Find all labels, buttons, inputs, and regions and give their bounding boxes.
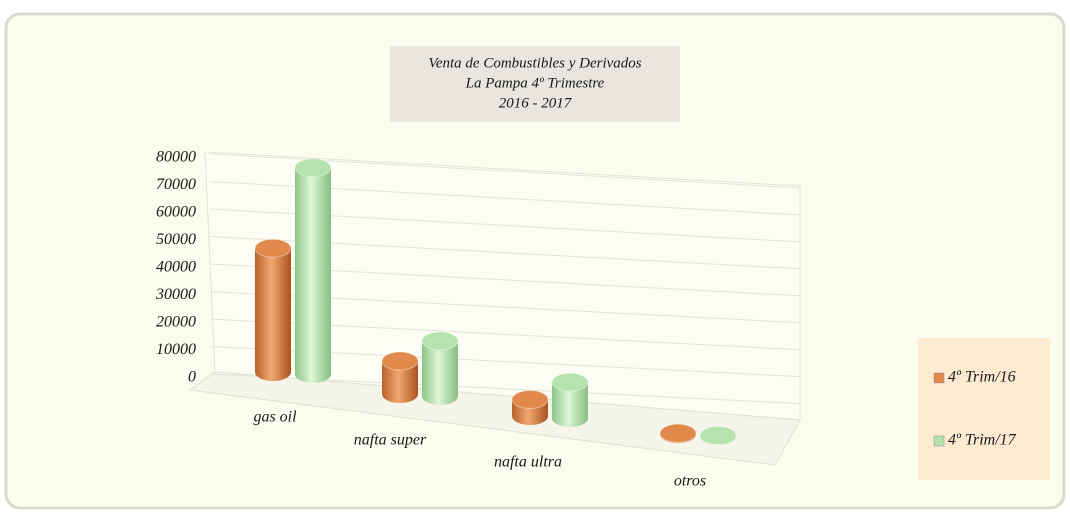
x-tick-label: gas oil [253, 409, 297, 426]
legend-swatch [933, 435, 945, 447]
y-tick-label: 60000 [156, 204, 196, 221]
legend-label: 4º Trim/17 [948, 432, 1017, 449]
legend-label: 4º Trim/16 [948, 369, 1016, 386]
bar [294, 158, 332, 383]
y-tick-label: 80000 [156, 149, 196, 166]
chart-title: Venta de Combustibles y Derivados [428, 55, 641, 71]
bar-top [699, 425, 737, 445]
bar [551, 372, 589, 427]
bar-top [421, 331, 459, 351]
title-box [390, 46, 680, 122]
y-tick-label: 50000 [156, 231, 196, 248]
legend-swatch [933, 372, 945, 384]
bar-bottom [512, 407, 548, 425]
x-tick-label: otros [674, 473, 706, 490]
chart-title: 2016 - 2017 [499, 95, 573, 111]
bar [254, 238, 292, 381]
bar-top [659, 423, 697, 443]
y-tick-label: 30000 [155, 286, 196, 303]
bar-top [381, 351, 419, 371]
bar-top [511, 390, 549, 409]
bar-body [255, 248, 291, 372]
bar [511, 390, 549, 425]
y-tick-label: 10000 [156, 341, 196, 358]
bar-bottom [295, 365, 331, 383]
bar-bottom [422, 387, 458, 405]
bar-body [295, 167, 331, 374]
bar-bottom [552, 409, 588, 427]
y-tick-label: 20000 [156, 314, 196, 331]
legend-box [918, 338, 1050, 480]
bar [381, 351, 419, 403]
y-tick-label: 70000 [156, 176, 196, 193]
bar-top [551, 372, 589, 392]
bar [659, 423, 697, 443]
x-tick-label: nafta ultra [494, 454, 562, 471]
bar [699, 425, 737, 445]
floor [188, 371, 801, 466]
bar-top [294, 158, 332, 178]
bar-bottom [255, 363, 291, 381]
bar-bottom [382, 385, 418, 403]
y-tick-label: 40000 [156, 259, 196, 276]
bar [421, 331, 459, 405]
y-tick-label: 0 [188, 369, 196, 386]
bar-top [254, 238, 292, 258]
chart-title: La Pampa 4º Trimestre [465, 75, 605, 91]
bar-body [422, 341, 458, 396]
x-tick-label: nafta super [354, 432, 427, 449]
